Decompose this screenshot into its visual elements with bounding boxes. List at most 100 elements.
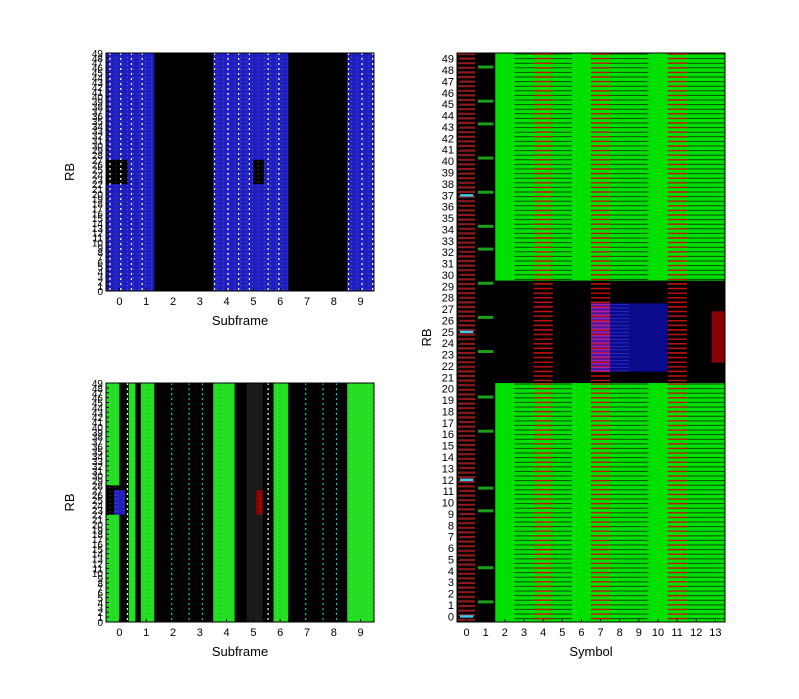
- y-tick-label: 33: [92, 127, 104, 138]
- x-tick-label: 5: [250, 296, 256, 308]
- x-tick-label: 4: [224, 296, 230, 308]
- y-tick-label: 29: [92, 477, 104, 488]
- y-tick-label: 44: [92, 403, 104, 414]
- y-tick-label: 12: [92, 229, 104, 240]
- x-tick-label: 0: [464, 627, 470, 639]
- symbol1-mark: [478, 486, 494, 490]
- y-tick-label: 49: [92, 379, 104, 390]
- x-tick-label: 8: [331, 296, 337, 308]
- x-tick-label: 13: [709, 627, 721, 639]
- y-tick-label: 41: [92, 88, 104, 99]
- x-tick-label: 8: [331, 627, 337, 639]
- y-tick-label: 20: [92, 520, 104, 531]
- y-tick-label: 16: [442, 429, 454, 441]
- hatch-column: [457, 53, 476, 621]
- y-tick-label: 2: [448, 589, 454, 601]
- y-tick-label: 37: [92, 107, 104, 118]
- plot-area: [106, 383, 374, 622]
- y-tick-label: 3: [97, 603, 103, 614]
- hatch-column: [686, 383, 706, 620]
- y-axis-label: RB: [62, 493, 77, 511]
- y-tick-label: 41: [442, 145, 454, 157]
- y-tick-label: 9: [97, 574, 103, 585]
- y-tick-label: 28: [92, 481, 104, 492]
- x-tick-label: 2: [170, 296, 176, 308]
- x-tick-label: 6: [277, 296, 283, 308]
- y-tick-label: 23: [442, 350, 454, 362]
- block: [253, 159, 265, 185]
- y-tick-label: 1: [97, 613, 103, 624]
- y-tick-label: 39: [92, 428, 104, 439]
- y-tick-label: 9: [448, 509, 454, 521]
- cyan-mark: [459, 330, 474, 334]
- y-tick-label: 11: [93, 234, 104, 245]
- x-tick-label: 7: [304, 627, 310, 639]
- y-tick-label: 18: [92, 200, 104, 211]
- y-tick-label: 22: [92, 511, 104, 522]
- y-tick-label: 8: [97, 248, 103, 259]
- y-tick-label: 36: [442, 202, 454, 214]
- y-tick-label: 48: [442, 65, 454, 77]
- y-tick-label: 35: [92, 117, 104, 128]
- y-tick-label: 43: [92, 78, 104, 89]
- y-tick-label: 43: [92, 408, 104, 419]
- symbol1-mark: [478, 350, 494, 354]
- y-tick-label: 33: [442, 236, 454, 248]
- hatch-column: [610, 53, 630, 280]
- hatch-column: [533, 383, 553, 620]
- x-tick-label: 1: [483, 627, 489, 639]
- y-tick-label: 22: [442, 361, 454, 373]
- block: [114, 490, 125, 515]
- hatch-column: [552, 383, 572, 620]
- panel-top-left: 0 1 2 3 4 5 6 7 8 9012345678910111213141516171819…: [62, 49, 375, 328]
- y-tick-label: 11: [443, 486, 454, 498]
- y-tick-label: 27: [92, 156, 104, 167]
- hatch-column: [552, 53, 572, 280]
- x-tick-label: 4: [224, 627, 230, 639]
- hatch-column: [686, 53, 706, 280]
- symbol1-mark: [478, 395, 494, 399]
- y-tick-label: 0: [448, 611, 454, 623]
- symbol1-mark: [478, 156, 494, 160]
- y-tick-label: 32: [92, 462, 104, 473]
- y-tick-label: 25: [92, 496, 104, 507]
- y-tick-label: 17: [442, 418, 454, 430]
- y-tick-label: 17: [92, 535, 104, 546]
- y-tick-label: 29: [442, 281, 454, 293]
- cyan-mark: [459, 478, 474, 482]
- y-tick-label: 8: [448, 520, 454, 532]
- y-tick-label: 20: [92, 190, 104, 201]
- hatch-column: [629, 383, 649, 620]
- y-tick-label: 10: [442, 498, 454, 510]
- x-tick-label: 0: [116, 296, 122, 308]
- y-tick-label: 24: [92, 501, 104, 512]
- y-tick-label: 43: [442, 122, 454, 134]
- y-tick-label: 25: [92, 166, 104, 177]
- y-tick-label: 7: [97, 253, 103, 264]
- y-tick-label: 3: [97, 272, 103, 283]
- y-tick-label: 4: [97, 598, 103, 609]
- y-tick-label: 22: [92, 180, 104, 191]
- symbol1-mark: [478, 600, 494, 604]
- symbol1-mark: [478, 429, 494, 433]
- y-tick-label: 21: [92, 516, 104, 527]
- block: [256, 490, 263, 515]
- x-axis-label: Subframe: [212, 644, 268, 659]
- y-tick-label: 27: [92, 486, 104, 497]
- y-tick-label: 11: [93, 564, 104, 575]
- x-tick-label: 11: [671, 627, 682, 639]
- cyan-mark: [459, 615, 474, 618]
- hatch-column: [591, 303, 611, 372]
- y-tick-label: 0: [97, 287, 103, 298]
- y-tick-label: 15: [92, 545, 104, 556]
- hatch-column: [514, 383, 534, 620]
- x-tick-label: 1: [143, 627, 149, 639]
- y-tick-label: 44: [92, 73, 104, 84]
- x-tick-label: 3: [197, 296, 203, 308]
- y-tick-label: 41: [92, 418, 104, 429]
- panel-right: 0 1 2 3 4 5 6 7 8 9 10 11 12 130123456789101112131415…: [419, 52, 726, 659]
- y-tick-label: 24: [442, 338, 454, 350]
- y-tick-label: 46: [92, 394, 104, 405]
- y-tick-label: 32: [442, 247, 454, 259]
- y-tick-label: 10: [92, 238, 104, 249]
